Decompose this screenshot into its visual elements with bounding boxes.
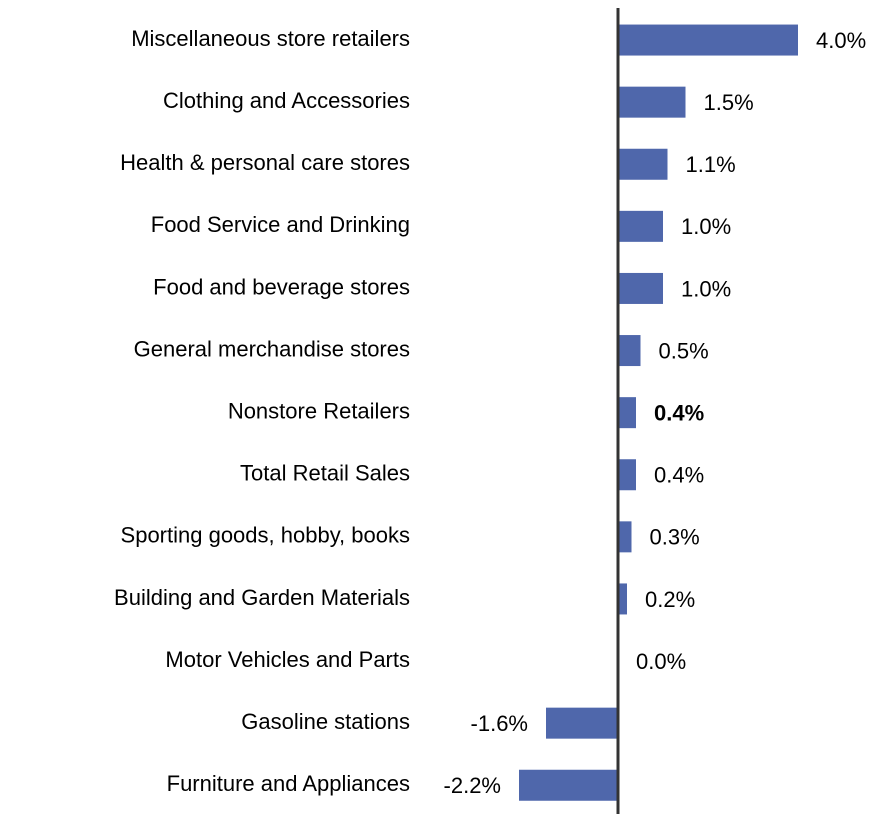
value-label: 1.0%	[681, 214, 731, 239]
category-label: Food Service and Drinking	[151, 212, 410, 237]
category-label: Miscellaneous store retailers	[131, 26, 410, 51]
bar	[618, 335, 641, 367]
value-label: 1.5%	[704, 90, 754, 115]
value-label: 0.0%	[636, 649, 686, 674]
category-label: Gasoline stations	[241, 709, 410, 734]
bar	[618, 86, 686, 118]
value-label: 0.3%	[650, 525, 700, 550]
category-label: Food and beverage stores	[153, 274, 410, 299]
value-label: -2.2%	[444, 773, 501, 798]
bar	[618, 210, 663, 242]
value-label: 1.1%	[686, 152, 736, 177]
value-label: 1.0%	[681, 276, 731, 301]
category-label: Building and Garden Materials	[114, 585, 410, 610]
value-label: 0.4%	[654, 463, 704, 488]
category-label: Furniture and Appliances	[167, 771, 410, 796]
value-label: 0.4%	[654, 400, 704, 425]
category-label: Nonstore Retailers	[228, 398, 410, 423]
category-label: Health & personal care stores	[120, 150, 410, 175]
bar	[618, 397, 636, 429]
value-label: 0.2%	[645, 587, 695, 612]
category-label: Clothing and Accessories	[163, 88, 410, 113]
value-label: 0.5%	[659, 338, 709, 363]
value-label: 4.0%	[816, 28, 866, 53]
bar	[618, 459, 636, 491]
bar	[618, 521, 632, 553]
bar	[519, 769, 618, 801]
category-label: Motor Vehicles and Parts	[165, 647, 410, 672]
bar	[618, 583, 627, 615]
category-label: Total Retail Sales	[240, 461, 410, 486]
bar	[618, 24, 798, 56]
bar	[618, 148, 668, 180]
bar	[618, 272, 663, 304]
value-label: -1.6%	[471, 711, 528, 736]
bar	[546, 707, 618, 739]
category-label: Sporting goods, hobby, books	[121, 523, 410, 548]
category-label: General merchandise stores	[134, 336, 410, 361]
